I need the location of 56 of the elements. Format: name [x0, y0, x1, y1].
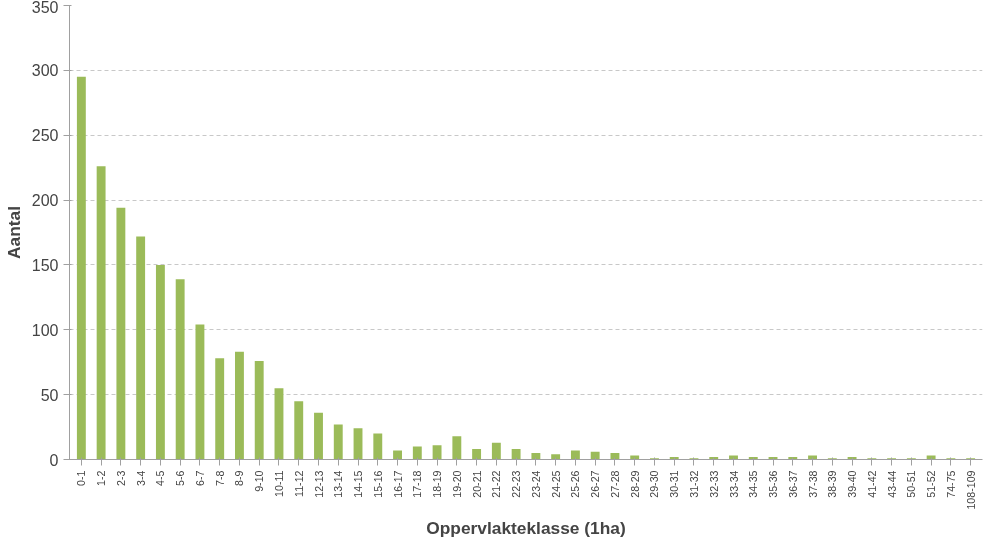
- x-tick-label: 34-35: [747, 470, 760, 498]
- y-tick-label: 350: [31, 0, 59, 16]
- x-tick-label: 20-21: [470, 470, 483, 498]
- x-tick-label: 8-9: [233, 470, 246, 486]
- x-tick-label: 108-109: [964, 470, 977, 510]
- x-tick-label: 5-6: [174, 470, 187, 486]
- x-tick-label: 26-27: [589, 470, 602, 498]
- x-tick-label: 31-32: [687, 470, 700, 498]
- x-tick-label: 35-36: [767, 470, 780, 498]
- y-tick-label: 0: [49, 451, 59, 469]
- y-tick-label: 100: [31, 321, 59, 339]
- x-tick-label: 38-39: [826, 470, 839, 498]
- x-tick-label: 19-20: [450, 470, 463, 498]
- x-tick-label: 27-28: [608, 470, 621, 498]
- x-tick-label: 37-38: [806, 470, 819, 498]
- x-tick-label: 3-4: [134, 470, 147, 486]
- x-tick-label: 10-11: [272, 470, 285, 497]
- x-tick-label: 2-3: [114, 470, 127, 486]
- y-tick-label: 50: [40, 386, 59, 404]
- x-tick-label: 17-18: [411, 470, 424, 498]
- x-tick-label: 23-24: [529, 470, 542, 498]
- x-tick-label: 50-51: [905, 470, 918, 498]
- x-tick-label: 12-13: [312, 470, 325, 498]
- x-tick-label: 15-16: [371, 470, 384, 498]
- x-tick-label: 39-40: [846, 470, 859, 498]
- x-tick-label: 32-33: [707, 470, 720, 498]
- x-tick-label: 4-5: [154, 470, 167, 486]
- x-tick-label: 33-34: [727, 470, 740, 498]
- x-tick-label: 6-7: [193, 470, 206, 486]
- x-tick-label: 51-52: [925, 470, 938, 498]
- x-tick-label: 14-15: [352, 470, 365, 498]
- x-tick-label: 11-12: [292, 470, 305, 497]
- x-tick-label: 24-25: [549, 470, 562, 498]
- x-tick-label: 43-44: [885, 470, 898, 498]
- x-axis-title: Oppervlakteklasse (1ha): [426, 517, 626, 538]
- y-tick-label: 200: [31, 192, 59, 210]
- y-tick-label: 250: [31, 127, 59, 145]
- x-tick-label: 21-22: [490, 470, 503, 498]
- y-axis-title: Aantal: [3, 206, 24, 259]
- x-tick-label: 1-2: [95, 470, 108, 486]
- x-tick-label: 36-37: [786, 470, 799, 498]
- x-tick-label: 16-17: [391, 470, 404, 498]
- x-tick-label: 29-30: [648, 470, 661, 498]
- x-tick-label: 9-10: [253, 470, 266, 492]
- x-tick-label: 25-26: [569, 470, 582, 498]
- x-tick-label: 13-14: [332, 470, 345, 498]
- x-tick-label: 7-8: [213, 470, 226, 486]
- x-tick-label: 74-75: [944, 470, 957, 498]
- x-tick-label: 30-31: [668, 470, 681, 498]
- x-tick-label: 41-42: [865, 470, 878, 498]
- x-tick-label: 0-1: [75, 470, 88, 486]
- x-tick-label: 18-19: [431, 470, 444, 498]
- y-tick-label: 300: [31, 62, 59, 80]
- x-tick-label: 22-23: [510, 470, 523, 498]
- x-tick-label: 28-29: [628, 470, 641, 498]
- y-tick-label: 150: [31, 256, 59, 274]
